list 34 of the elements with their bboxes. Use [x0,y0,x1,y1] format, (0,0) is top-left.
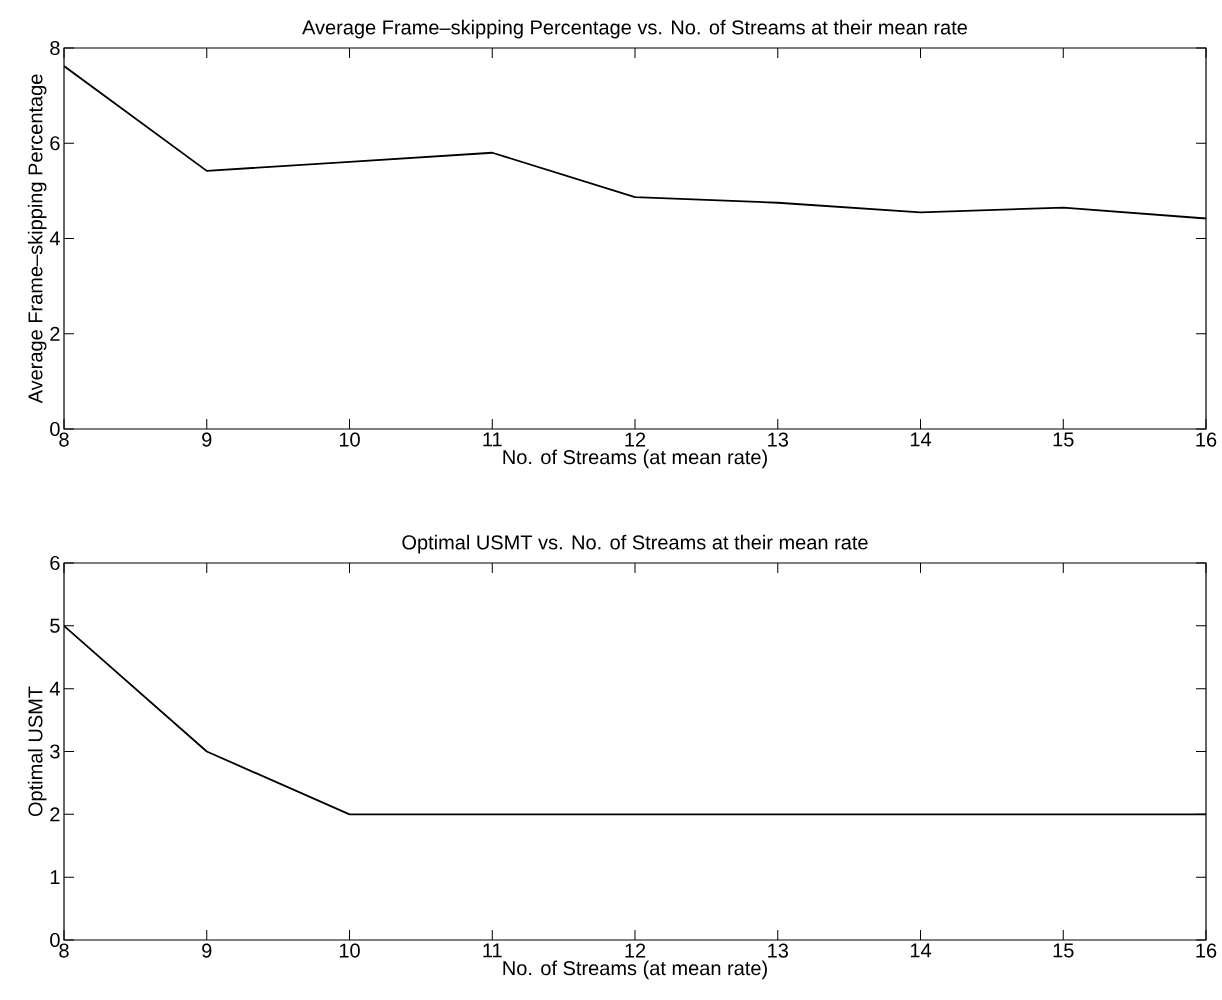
x-tick-label: 10 [339,943,360,958]
y-tick-label: 8 [50,40,60,56]
y-tick-label: 4 [49,231,60,246]
y-tick-label: 2 [50,807,60,822]
x-tick-label: 14 [910,943,932,958]
y-tick-label: 1 [50,870,60,885]
y-tick-label: 5 [50,618,60,633]
x-axis-title: No. of Streams (at mean rate) [503,449,767,469]
x-tick-label: 16 [1196,943,1217,958]
y-tick-label: 3 [50,744,60,759]
x-tick-label: 13 [768,943,788,958]
x-tick-label: 11 [483,943,502,958]
x-tick-label: 13 [768,432,788,447]
x-tick-label: 16 [1196,432,1217,447]
chart-title: Average Frame–skipping Percentage vs. No. of Streams at their mean rate [302,19,967,39]
y-tick-label: 4 [49,681,60,696]
y-tick-label: 0 [50,421,60,437]
x-tick-label: 12 [625,943,646,958]
x-tick-label: 12 [625,432,646,447]
x-tick-label: 9 [202,432,212,447]
x-tick-label: 14 [910,432,932,447]
y-tick-label: 6 [50,555,60,571]
y-tick-label: 2 [50,326,60,341]
y-tick-label: 6 [50,136,60,151]
y-axis-title: Average Frame–skipping Percentage [27,74,47,404]
x-tick-label: 9 [202,943,212,958]
chart-title: Optimal USMT vs. No. of Streams at their mean rate [402,534,868,554]
x-tick-label: 15 [1053,943,1074,958]
x-tick-label: 10 [339,432,360,447]
y-axis-title: Optimal USMT [27,686,47,817]
x-axis-title: No. of Streams (at mean rate) [503,960,767,980]
y-tick-label: 0 [50,932,60,948]
x-tick-label: 11 [483,432,502,447]
x-tick-label: 15 [1053,432,1074,447]
